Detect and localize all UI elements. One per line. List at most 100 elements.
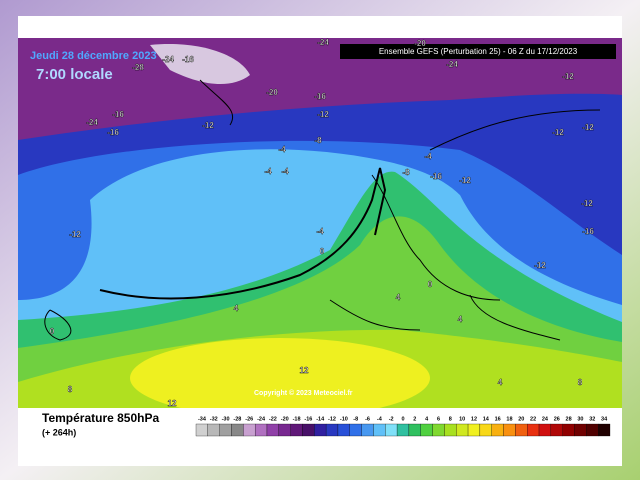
scale-swatch	[538, 423, 552, 437]
scale-label: -22	[269, 416, 277, 422]
cold-core	[150, 44, 250, 85]
run-info: Ensemble GEFS (Perturbation 25) - 06 Z d…	[379, 47, 578, 56]
scale-swatch	[586, 423, 599, 437]
scale-label: 16	[495, 416, 501, 422]
contour-label: -12	[552, 128, 564, 137]
contour-label: -12	[69, 230, 81, 239]
legend-title: Température 850hPa	[42, 411, 159, 425]
lead-time: (+ 264h)	[42, 427, 76, 437]
scale-swatch	[408, 423, 421, 437]
scale-label: -28	[233, 416, 241, 422]
contour-label: -20	[266, 88, 278, 97]
scale-swatch	[231, 423, 244, 437]
scale-label: 12	[471, 416, 477, 422]
scale-label: -6	[365, 416, 370, 422]
scale-swatch	[574, 423, 587, 437]
contour-label: -4	[424, 152, 432, 161]
scale-label: -32	[210, 416, 218, 422]
scale-swatch	[302, 423, 315, 437]
run-box	[340, 44, 616, 59]
contour-label: 4	[498, 378, 503, 387]
scale-swatch	[598, 423, 611, 437]
contour-label: 0	[50, 327, 55, 336]
scale-label: -12	[328, 416, 336, 422]
warm-core	[130, 338, 430, 408]
scale-swatch	[266, 423, 279, 437]
scale-label: 24	[542, 416, 549, 422]
scale-swatch	[385, 423, 398, 437]
scale-swatch	[467, 423, 481, 437]
scale-swatch	[361, 423, 374, 437]
front-line	[99, 167, 387, 300]
scale-label: 18	[506, 416, 512, 422]
scale-label: -18	[293, 416, 301, 422]
contour-label: 12	[168, 399, 177, 408]
map	[18, 38, 622, 408]
time: 7:00 locale	[36, 66, 113, 83]
scale-label: -20	[281, 416, 289, 422]
scale-label: 22	[530, 416, 536, 422]
scale-swatch	[432, 423, 445, 437]
scale-swatch	[444, 423, 457, 437]
scale-label: -26	[245, 416, 253, 422]
contour-label: -12	[582, 123, 594, 132]
scale-swatch	[325, 423, 339, 437]
contour-label: -16	[582, 227, 594, 236]
contour-label: -12	[562, 72, 574, 81]
contour-label: -16	[314, 92, 326, 101]
scale-swatch	[290, 423, 303, 437]
date: Jeudi 28 décembre 2023	[30, 50, 157, 62]
scale-swatch	[373, 423, 386, 437]
scale-swatch	[349, 423, 362, 437]
contour-label: -4	[278, 145, 286, 154]
scale-label: 14	[483, 416, 490, 422]
contour-label: -24	[86, 118, 98, 127]
contour-label: -8	[314, 136, 322, 145]
contour-label: -12	[202, 121, 214, 130]
contour-label: -24	[317, 38, 329, 47]
contour-label: 8	[578, 378, 583, 387]
scale-label: -10	[340, 416, 348, 422]
scale-label: -16	[304, 416, 312, 422]
scale-swatch	[207, 423, 220, 437]
contour-label: -28	[132, 63, 144, 72]
scale-label: 20	[518, 416, 524, 422]
scale-swatch	[396, 423, 410, 437]
contour-label: 4	[458, 315, 463, 324]
scale-swatch	[456, 423, 469, 437]
contour-label: -4	[264, 167, 272, 176]
scale-swatch	[243, 423, 256, 437]
contour-label: -16	[107, 128, 119, 137]
contour-label: -20	[414, 39, 426, 48]
scale-label: 6	[437, 416, 440, 422]
contour-label: 0	[428, 280, 433, 289]
scale-swatch	[254, 423, 268, 437]
scale-label: 34	[601, 416, 608, 422]
scale-swatch	[527, 423, 540, 437]
scale-label: -24	[257, 416, 266, 422]
contour-label: -4	[281, 167, 289, 176]
contour-label: 0	[320, 247, 325, 256]
scale-label: 32	[589, 416, 595, 422]
scale-swatch	[515, 423, 528, 437]
scale-label: 26	[554, 416, 560, 422]
scale-swatch	[479, 423, 492, 437]
scale-swatch	[503, 423, 516, 437]
contour-label: -12	[459, 176, 471, 185]
contour-label: -16	[182, 55, 194, 64]
scale-label: 8	[449, 416, 452, 422]
scale-label: -34	[198, 416, 207, 422]
scale-swatch	[420, 423, 433, 437]
scale-label: 2	[413, 416, 416, 422]
scale-swatch	[337, 423, 350, 437]
scale-swatch	[278, 423, 291, 437]
contour-label: -16	[430, 172, 442, 181]
scale-label: 30	[577, 416, 583, 422]
scale-label: 0	[401, 416, 404, 422]
scale-label: 4	[425, 416, 429, 422]
scale-swatch	[491, 423, 504, 437]
scale-label: -14	[316, 416, 325, 422]
contour-label: -12	[317, 110, 329, 119]
scale-label: -4	[377, 416, 383, 422]
